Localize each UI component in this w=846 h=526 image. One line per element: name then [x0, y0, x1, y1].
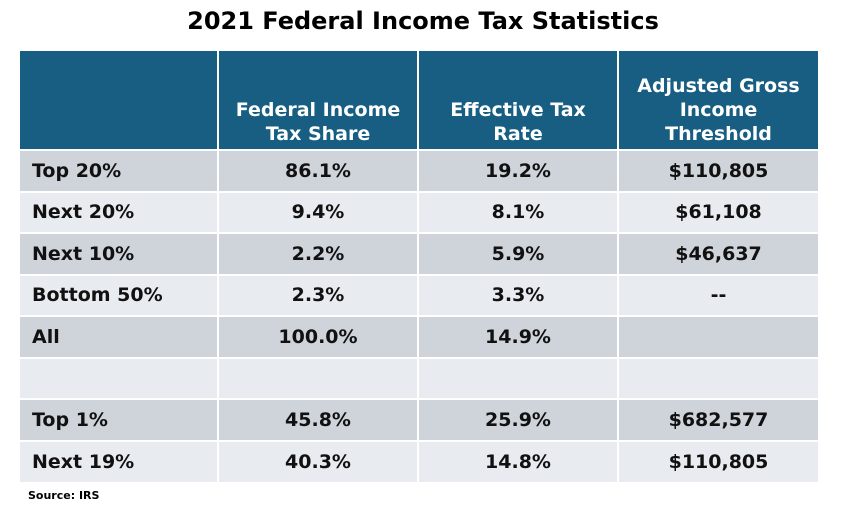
table-title: 2021 Federal Income Tax Statistics: [187, 7, 659, 35]
row-label: Next 20%: [20, 190, 218, 233]
header-cell-agi-threshold: Adjusted Gross Income Threshold: [617, 51, 818, 150]
tax-share-cell: 86.1%: [217, 149, 418, 192]
table-row: Bottom 50% 2.3% 3.3% --: [20, 273, 818, 316]
row-label: Top 20%: [20, 149, 218, 192]
effective-rate-cell: [417, 356, 618, 399]
effective-rate-cell: 25.9%: [417, 398, 618, 441]
table-row: Top 1% 45.8% 25.9% $682,577: [20, 398, 818, 441]
table-row: Top 20% 86.1% 19.2% $110,805: [20, 149, 818, 192]
effective-rate-cell: 3.3%: [417, 273, 618, 316]
table-row: All 100.0% 14.9%: [20, 315, 818, 358]
tax-share-cell: 2.3%: [217, 273, 418, 316]
row-label: Top 1%: [20, 398, 218, 441]
tax-share-cell: 45.8%: [217, 398, 418, 441]
table-row-spacer: [20, 356, 818, 399]
effective-rate-cell: 19.2%: [417, 149, 618, 192]
tax-share-cell: 2.2%: [217, 232, 418, 275]
tax-share-cell: 9.4%: [217, 190, 418, 233]
table-row: Next 20% 9.4% 8.1% $61,108: [20, 190, 818, 233]
agi-threshold-cell: $46,637: [617, 232, 818, 275]
agi-threshold-cell: $682,577: [617, 398, 818, 441]
effective-rate-cell: 5.9%: [417, 232, 618, 275]
table-row: Next 19% 40.3% 14.8% $110,805: [20, 439, 818, 482]
agi-threshold-cell: $110,805: [617, 439, 818, 482]
tax-statistics-table: Federal Income Tax Share Effective Tax R…: [20, 51, 818, 482]
header-row: Federal Income Tax Share Effective Tax R…: [20, 51, 818, 150]
row-label: Next 10%: [20, 232, 218, 275]
row-label: All: [20, 315, 218, 358]
agi-threshold-cell: $61,108: [617, 190, 818, 233]
row-label: Next 19%: [20, 439, 218, 482]
tax-share-cell: 100.0%: [217, 315, 418, 358]
header-cell-tax-share: Federal Income Tax Share: [217, 51, 418, 150]
source-note: Source: IRS: [28, 489, 100, 502]
agi-threshold-cell: --: [617, 273, 818, 316]
effective-rate-cell: 14.8%: [417, 439, 618, 482]
header-cell-effective-rate: Effective Tax Rate: [417, 51, 618, 150]
tax-share-cell: [217, 356, 418, 399]
agi-threshold-cell: $110,805: [617, 149, 818, 192]
row-label: Bottom 50%: [20, 273, 218, 316]
agi-threshold-cell: [617, 315, 818, 358]
table-row: Next 10% 2.2% 5.9% $46,637: [20, 232, 818, 275]
effective-rate-cell: 14.9%: [417, 315, 618, 358]
agi-threshold-cell: [617, 356, 818, 399]
tax-share-cell: 40.3%: [217, 439, 418, 482]
row-label: [20, 356, 218, 399]
header-cell-group: [20, 51, 218, 150]
effective-rate-cell: 8.1%: [417, 190, 618, 233]
